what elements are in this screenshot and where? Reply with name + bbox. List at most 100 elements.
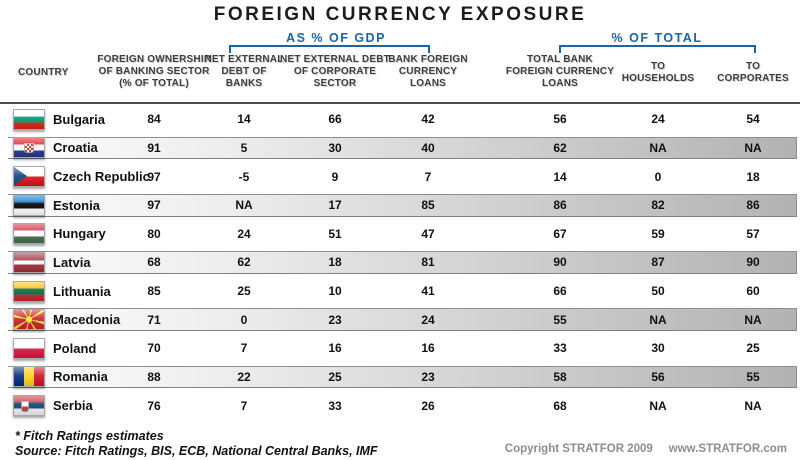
value-cell: 10 bbox=[328, 284, 342, 299]
value-cell: 26 bbox=[421, 398, 435, 413]
group-header-total: % OF TOTAL bbox=[611, 31, 703, 45]
group-header-gdp: AS % OF GDP bbox=[286, 31, 386, 45]
value-cell: 76 bbox=[147, 398, 161, 413]
value-cell: 18 bbox=[746, 169, 760, 184]
country-cell: Poland bbox=[0, 337, 108, 359]
value-cell: 7 bbox=[240, 398, 248, 413]
flag-lithuania-icon bbox=[13, 280, 45, 302]
page-title: FOREIGN CURRENCY EXPOSURE bbox=[213, 4, 587, 25]
value-cell: 17 bbox=[328, 198, 342, 213]
value-cell: 62 bbox=[237, 255, 251, 270]
value-cell: 25 bbox=[328, 369, 342, 384]
value-cell: 80 bbox=[147, 226, 161, 241]
value-cell: NA bbox=[649, 140, 667, 155]
table-body: Bulgaria 84 14 66 42 56 24 54 Croatia 91… bbox=[0, 105, 800, 420]
country-cell: Hungary bbox=[0, 223, 108, 245]
value-cell: 14 bbox=[237, 112, 251, 127]
country-cell: Serbia bbox=[0, 395, 108, 417]
value-cell: -5 bbox=[238, 169, 250, 184]
country-label: Poland bbox=[53, 340, 97, 356]
value-cell: NA bbox=[744, 312, 762, 327]
value-cell: 97 bbox=[147, 198, 161, 213]
value-cell: 25 bbox=[237, 284, 251, 299]
column-header-country: COUNTRY bbox=[18, 67, 69, 78]
value-cell: 82 bbox=[651, 198, 665, 213]
footnote-source: Source: Fitch Ratings, BIS, ECB, Nationa… bbox=[15, 444, 378, 458]
value-cell: 58 bbox=[553, 369, 567, 384]
column-header-foreign-ownership: FOREIGN OWNERSHIP OF BANKING SECTOR (% O… bbox=[97, 54, 211, 89]
value-cell: 22 bbox=[237, 369, 251, 384]
value-cell: 16 bbox=[421, 341, 435, 356]
value-cell: 54 bbox=[746, 112, 760, 127]
footnote-estimates: * Fitch Ratings estimates bbox=[15, 429, 164, 443]
flag-estonia-icon bbox=[13, 194, 45, 216]
value-cell: 55 bbox=[746, 369, 760, 384]
value-cell: 84 bbox=[147, 112, 161, 127]
value-cell: 62 bbox=[553, 140, 567, 155]
copyright-text: Copyright STRATFOR 2009 bbox=[504, 443, 653, 455]
value-cell: 97 bbox=[147, 169, 161, 184]
value-cell: 85 bbox=[147, 284, 161, 299]
value-cell: 88 bbox=[147, 369, 161, 384]
country-cell: Czech Republic bbox=[0, 166, 150, 188]
table-row: Lithuania 85 25 10 41 66 50 60 bbox=[0, 277, 800, 306]
flag-croatia-icon bbox=[13, 137, 45, 159]
flag-hungary-icon bbox=[13, 223, 45, 245]
table-row: Romania 88 22 25 23 58 56 55 bbox=[0, 363, 800, 392]
value-cell: 67 bbox=[553, 226, 567, 241]
column-header-net-external-debt-corporate: NET EXTERNAL DEBT OF CORPORATE SECTOR bbox=[280, 54, 390, 89]
value-cell: 81 bbox=[421, 255, 435, 270]
value-cell: 60 bbox=[746, 284, 760, 299]
value-cell: 57 bbox=[746, 226, 760, 241]
column-header-net-external-debt-banks: NET EXTERNAL DEBT OF BANKS bbox=[204, 54, 284, 89]
value-cell: 71 bbox=[147, 312, 161, 327]
country-label: Czech Republic bbox=[53, 169, 150, 185]
country-label: Lithuania bbox=[53, 283, 111, 299]
value-cell: 86 bbox=[746, 198, 760, 213]
header-separator-line bbox=[0, 102, 800, 104]
flag-serbia-icon bbox=[13, 395, 45, 417]
value-cell: 91 bbox=[147, 140, 161, 155]
column-header-bank-foreign-currency-loans: BANK FOREIGN CURRENCY LOANS bbox=[388, 54, 468, 89]
value-cell: 7 bbox=[424, 169, 432, 184]
value-cell: 90 bbox=[553, 255, 567, 270]
value-cell: 16 bbox=[328, 341, 342, 356]
value-cell: 50 bbox=[651, 284, 665, 299]
value-cell: 66 bbox=[328, 112, 342, 127]
value-cell: 68 bbox=[147, 255, 161, 270]
value-cell: 40 bbox=[421, 140, 435, 155]
table-row: Macedonia 71 0 23 24 55 NA NA bbox=[0, 305, 800, 334]
table-row: Croatia 91 5 30 40 62 NA NA bbox=[0, 134, 800, 163]
value-cell: 56 bbox=[553, 112, 567, 127]
value-cell: 30 bbox=[328, 140, 342, 155]
value-cell: 24 bbox=[237, 226, 251, 241]
flag-latvia-icon bbox=[13, 251, 45, 273]
value-cell: NA bbox=[649, 312, 667, 327]
country-cell: Lithuania bbox=[0, 280, 111, 302]
value-cell: 51 bbox=[328, 226, 342, 241]
country-cell: Macedonia bbox=[0, 309, 120, 331]
country-label: Latvia bbox=[53, 254, 91, 270]
value-cell: 18 bbox=[328, 255, 342, 270]
flag-bulgaria-icon bbox=[13, 108, 45, 130]
gdp-bracket bbox=[229, 45, 430, 53]
country-label: Estonia bbox=[53, 197, 100, 213]
country-label: Bulgaria bbox=[53, 111, 106, 127]
value-cell: 68 bbox=[553, 398, 567, 413]
table-row: Bulgaria 84 14 66 42 56 24 54 bbox=[0, 105, 800, 134]
value-cell: NA bbox=[235, 198, 253, 213]
value-cell: 23 bbox=[421, 369, 435, 384]
value-cell: 25 bbox=[746, 341, 760, 356]
flag-czech-republic-icon bbox=[13, 166, 45, 188]
value-cell: 55 bbox=[553, 312, 567, 327]
table-row: Poland 70 7 16 16 33 30 25 bbox=[0, 334, 800, 363]
value-cell: 24 bbox=[651, 112, 665, 127]
country-label: Hungary bbox=[53, 226, 106, 242]
value-cell: 0 bbox=[654, 169, 662, 184]
footer-copyright: Copyright STRATFOR 2009 www.STRATFOR.com bbox=[505, 443, 787, 455]
value-cell: 14 bbox=[553, 169, 567, 184]
value-cell: 59 bbox=[651, 226, 665, 241]
value-cell: NA bbox=[744, 140, 762, 155]
website-text: www.STRATFOR.com bbox=[668, 443, 787, 455]
value-cell: NA bbox=[744, 398, 762, 413]
